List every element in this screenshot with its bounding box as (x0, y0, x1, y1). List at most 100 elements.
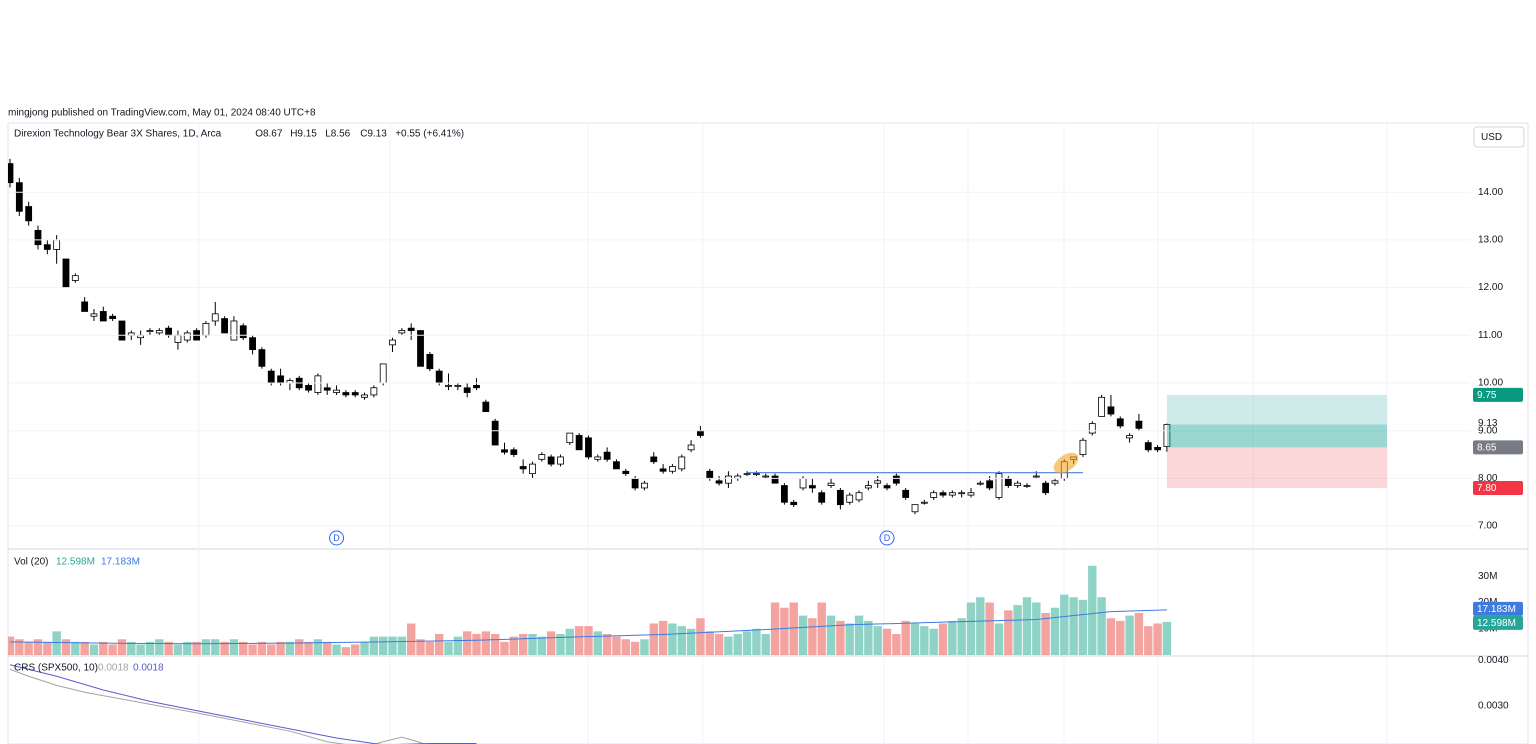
volume-bar (444, 641, 453, 655)
candle-body (622, 470, 630, 475)
legend-title: Direxion Technology Bear 3X Shares, 1D, … (14, 129, 222, 140)
candle-body (538, 454, 546, 460)
volume-bar (285, 641, 295, 655)
volume-bar (798, 615, 808, 655)
loss-zone (1166, 447, 1387, 488)
volume-bar (929, 628, 938, 655)
candle-body (165, 327, 173, 336)
volume-bar (873, 626, 882, 655)
volume-bar (528, 633, 537, 655)
volume-bar (99, 641, 108, 655)
y-tick-label: 11.00 (1478, 330, 1503, 341)
volume-bar (556, 633, 565, 655)
candle-body (1088, 423, 1096, 434)
candle-body (426, 353, 434, 370)
volume-bar (1022, 597, 1032, 655)
candle-body (34, 229, 42, 246)
candle-body (519, 466, 527, 470)
volume-bar (360, 641, 369, 655)
volume-bar (518, 633, 528, 655)
volume-bar (472, 633, 481, 655)
volume-bar (71, 641, 80, 655)
candle-body (435, 370, 443, 384)
candle-body (697, 430, 704, 436)
volume-bar (341, 647, 351, 655)
candle-body (1079, 439, 1087, 455)
price-tag-label: 17.183M (1477, 604, 1516, 615)
candle-body (407, 327, 415, 331)
candle-body (473, 384, 480, 389)
volume-bar (696, 618, 705, 655)
candle-body (986, 480, 994, 489)
volume-bar (155, 639, 164, 655)
profit-zone (1166, 394, 1387, 448)
candle-body (482, 401, 490, 413)
candle-body (603, 451, 611, 460)
volume-bar (658, 620, 668, 655)
candle-body (846, 494, 854, 503)
volume-bar (724, 636, 733, 655)
volume-bar (406, 623, 416, 655)
legend-value: H9.15 (290, 129, 317, 140)
volume-bar (323, 641, 332, 655)
candle-body (25, 206, 33, 222)
volume-bar (668, 623, 677, 655)
candle-body (836, 489, 844, 506)
volume-bar (145, 641, 155, 655)
volume-bar (602, 633, 612, 655)
y-tick-label: 10.00 (1478, 378, 1503, 389)
volume-bar (117, 639, 127, 655)
last-price: 9.13 (1478, 418, 1498, 429)
volume-bar (369, 636, 379, 655)
volume-bar (1050, 607, 1060, 655)
candle-body (342, 392, 350, 396)
volume-bar (714, 633, 724, 655)
volume-bar (854, 615, 864, 655)
candle-body (650, 456, 658, 463)
volume-bar (836, 620, 845, 655)
crs-line (9, 668, 426, 744)
candle-body (454, 384, 462, 387)
volume-bar (574, 626, 584, 655)
price-tag (1473, 440, 1523, 455)
volume-bar (649, 623, 658, 655)
candle-body (314, 375, 322, 393)
candle-body (585, 437, 592, 458)
candle-body (230, 320, 238, 341)
volume-bar (1060, 594, 1069, 655)
volume-bar (677, 626, 686, 655)
volume-bar (397, 636, 407, 655)
dividend-label: D (884, 533, 891, 543)
candle-body (1126, 435, 1133, 439)
legend-value: L8.56 (325, 129, 350, 140)
candle-body (1004, 478, 1012, 486)
candle-body (463, 387, 471, 393)
candle-body (1098, 396, 1106, 417)
legend-title: Vol (20) (14, 557, 48, 568)
currency[interactable]: USD (1481, 132, 1502, 143)
volume-bar (612, 636, 621, 655)
y-tick-label: 14.00 (1478, 187, 1503, 198)
volume-bar (1032, 602, 1041, 655)
candle-body (557, 456, 564, 465)
candle-body (15, 182, 23, 212)
crs-line (9, 664, 477, 744)
candle-body (669, 466, 676, 472)
volume-bar (742, 631, 752, 655)
volume-bar (966, 602, 976, 655)
volume-bar (1069, 597, 1078, 655)
currency-button[interactable] (1473, 126, 1525, 148)
legend-value: +0.55 (+6.41%) (395, 129, 464, 140)
y-tick-label: 13.00 (1478, 235, 1503, 246)
volume-bar (565, 628, 574, 655)
candle-body (146, 330, 154, 332)
volume-bar (808, 618, 817, 655)
candle-body (864, 485, 872, 489)
volume-bar (52, 631, 61, 655)
candle-body (174, 334, 182, 343)
volume-bar (1013, 605, 1022, 655)
volume-bar (817, 602, 826, 655)
candle-body (920, 501, 928, 504)
candle-body (258, 349, 266, 367)
candle-body (930, 492, 938, 498)
